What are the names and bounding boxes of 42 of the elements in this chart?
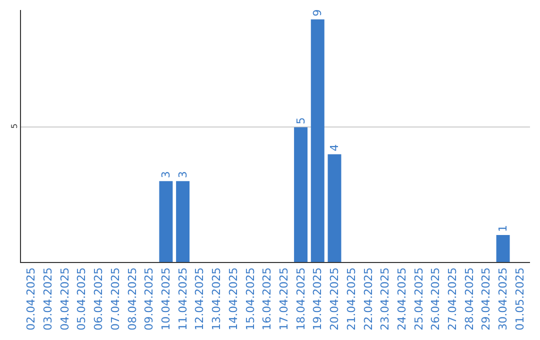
x-tick-label: 27.04.2025 [446,267,460,330]
x-tick-label: 05.04.2025 [75,267,88,330]
bar [496,235,510,262]
x-tick-label: 12.04.2025 [193,267,206,330]
x-tick-label: 19.04.2025 [311,267,324,330]
x-tick-label: 26.04.2025 [429,267,442,330]
x-tick-label: 08.04.2025 [126,267,139,330]
bar [328,154,342,262]
x-tick-label: 25.04.2025 [412,267,426,330]
x-tick-label: 18.04.2025 [294,267,308,330]
x-tick-label: 04.04.2025 [58,267,72,330]
x-tick-label: 03.04.2025 [42,267,55,330]
data-label: 3 [159,171,172,178]
x-tick-label: 17.04.2025 [278,267,291,330]
data-label: 1 [496,225,510,232]
x-tick-label: 06.04.2025 [92,267,106,330]
x-tick-label: 11.04.2025 [176,267,190,330]
x-tick-label: 15.04.2025 [244,267,257,330]
x-tick-label: 10.04.2025 [160,267,173,330]
x-tick-label: 30.04.2025 [496,267,510,330]
bar [294,127,308,262]
x-tick-label: 14.04.2025 [226,267,240,330]
x-tick-label: 07.04.2025 [108,267,122,330]
data-label: 3 [176,171,190,178]
data-label: 9 [311,9,324,16]
x-tick-label: 16.04.2025 [260,267,274,330]
bar [159,181,173,262]
x-tick-label: 29.04.2025 [480,267,493,330]
x-tick-label: 24.04.2025 [395,267,408,330]
x-tick-label: 28.04.2025 [462,267,476,330]
x-tick-label: 21.04.2025 [344,267,358,330]
x-tick-label: 01.05.2025 [513,267,526,330]
x-tick-label: 20.04.2025 [328,267,342,330]
bar [310,19,324,262]
x-tick-label: 23.04.2025 [378,267,392,330]
bar [176,181,190,262]
data-label: 5 [294,117,308,124]
x-tick-label: 09.04.2025 [142,267,156,330]
x-tick-label: 13.04.2025 [210,267,224,330]
data-label: 4 [328,144,341,152]
x-tick-label: 22.04.2025 [362,267,375,330]
x-tick-label: 02.04.2025 [24,267,38,330]
